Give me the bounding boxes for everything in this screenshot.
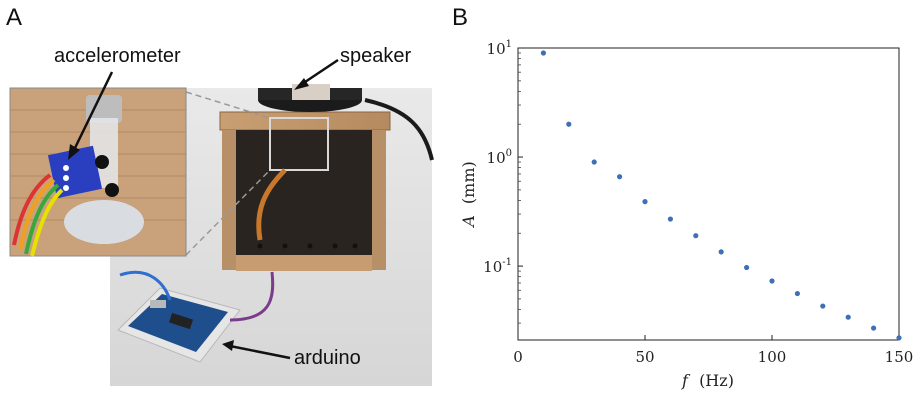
data-point [845,314,851,320]
arduino-arrow [229,344,291,360]
arduino-board [117,287,241,363]
data-point [820,303,826,309]
x-axis-ticks: 0 50 100 150 [513,335,913,366]
data-point [693,233,699,239]
data-point [617,174,623,180]
arduino-label: arduino [294,347,361,369]
plot-frame [517,47,900,341]
speaker-label: speaker [340,45,411,67]
y-axis-label: A (mm) [459,161,478,228]
y-axis-variable: A [459,215,478,229]
y-tick-base: 10 [487,149,506,167]
y-tick-label: 100 [487,148,512,167]
arduino-arrowhead [222,340,234,351]
panel-label-a: A [6,4,23,31]
speaker [258,84,362,112]
data-point [591,159,597,165]
x-tick-label: 50 [635,348,654,366]
zoom-connector-top [185,91,271,119]
data-point [769,278,775,284]
panel-label-b: B [452,4,469,31]
y-tick-exponent: 0 [506,148,512,159]
y-tick-base: 10 [487,40,506,58]
accelerometer-arrow [72,71,114,151]
y-tick-base: 10 [483,258,502,276]
data-point [744,264,750,271]
data-point [540,50,546,56]
x-axis-unit: (Hz) [699,371,734,390]
data-point [794,290,800,297]
accelerometer-label: accelerometer [54,45,181,67]
highlight-box [269,117,329,171]
y-tick-exponent: 1 [506,39,512,50]
x-axis-variable: f [681,371,691,390]
data-point [642,199,648,205]
data-point [871,325,877,331]
accelerometer-inset [9,87,187,257]
x-tick-label: 0 [513,348,523,366]
x-tick-label: 100 [758,348,787,366]
y-axis-unit: (mm) [459,161,478,204]
data-points [540,50,902,341]
data-point [566,121,572,127]
x-tick-label: 150 [885,348,914,366]
ribbon-cable [256,168,287,241]
speaker-arrowhead [294,78,309,90]
y-tick-label: 101 [487,39,512,58]
speaker-arrow [301,58,339,86]
y-tick-exponent: -1 [502,257,512,268]
experimental-setup-photo: accelerometer speaker arduino [9,45,434,386]
data-point [718,249,724,255]
wooden-box [219,111,391,271]
x-axis-label: f (Hz) [681,371,734,390]
accelerometer-arrowhead [68,144,80,160]
speaker-cable [364,98,434,161]
data-point [896,335,902,341]
y-tick-label: 10-1 [483,257,512,276]
data-point [667,216,673,222]
arduino-wires [229,271,275,322]
usb-cable [119,270,172,301]
